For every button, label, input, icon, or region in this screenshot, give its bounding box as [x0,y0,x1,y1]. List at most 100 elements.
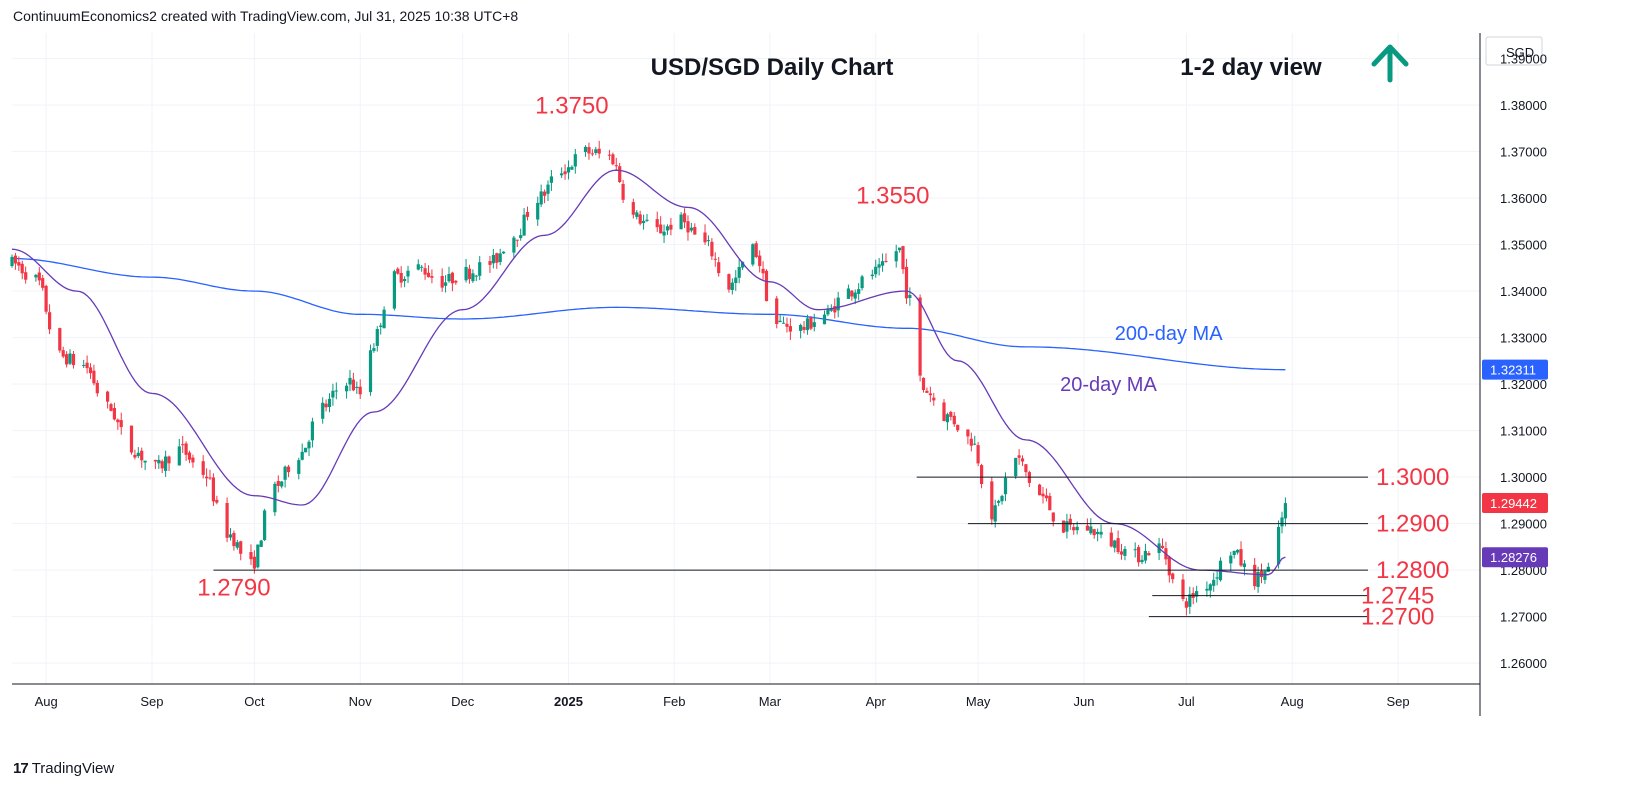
candle-body [273,483,277,513]
candle-body [635,212,639,217]
candle-body [1167,556,1171,576]
arrow-head [1371,44,1409,67]
candle-body [560,173,564,176]
candle-body [280,481,284,487]
candle-body [44,285,48,312]
candle-body [519,235,523,239]
candle-body [689,227,693,231]
candle-body [1038,484,1042,496]
y-tick-label: 1.31000 [1500,424,1547,439]
candle-body [717,262,721,274]
x-tick-label: Sep [1386,694,1409,709]
candle-body [761,268,765,274]
x-tick-label: Jul [1178,694,1195,709]
candle-body [399,273,403,283]
level-label: 1.2745 [1361,583,1434,610]
y-tick-label: 1.37000 [1500,145,1547,160]
candle-body [1051,512,1055,522]
candle-body [440,276,444,288]
candle-body [904,266,909,299]
candle-body [857,289,861,294]
x-tick-label: 2025 [554,694,583,709]
x-tick-label: Aug [1281,694,1304,709]
candle-body [112,408,116,420]
candle-body [372,348,376,351]
candle-body [184,443,188,455]
candle-body [467,268,472,280]
candle-body [249,552,253,560]
ma20-label: 20-day MA [1060,374,1157,396]
candle-body [956,424,960,431]
candle-body [140,450,144,461]
candle-body [1208,584,1212,591]
candle-body [41,278,45,288]
candle-body [549,176,553,183]
candles [10,140,1287,616]
candle-body [778,320,782,323]
candle-body [498,253,502,262]
candle-body [775,298,779,324]
candle-body [116,419,120,423]
level-label: 1.2900 [1376,511,1449,538]
candle-body [491,254,495,264]
candle-body [1229,555,1233,564]
candle-body [37,272,41,281]
chart-title: USD/SGD Daily Chart [651,54,894,81]
candle-body [167,456,171,464]
candle-body [587,147,591,154]
candle-body [928,393,932,396]
candle-body [659,224,663,234]
tradingview-brand[interactable]: 17 TradingView [13,760,114,777]
candle-body [1048,495,1052,511]
candle-body [426,272,431,278]
candle-body [345,385,349,392]
candle-body [300,451,304,460]
candle-body [570,166,574,170]
candle-body [324,403,328,408]
candle-body [1188,594,1192,607]
candle-body [853,292,857,299]
candle-body [65,354,69,365]
candle-body [1085,525,1089,531]
candle-body [208,477,212,479]
candle-body [1283,503,1287,519]
candle-body [225,503,229,538]
candle-body [355,386,359,388]
x-tick-label: Sep [140,694,163,709]
ma200-series [11,257,1286,371]
y-tick-label: 1.26000 [1500,656,1547,671]
candle-body [898,247,902,251]
candle-body [1256,572,1260,587]
candle-body [1113,540,1117,548]
candle-body [24,272,28,280]
candle-body [1061,520,1066,533]
price-badge-label: 1.32311 [1490,363,1536,378]
candle-body [799,325,803,331]
candle-body [973,443,977,445]
candle-body [597,148,601,154]
candle-body [546,184,550,194]
candle-body [993,505,997,522]
candle-body [396,268,400,274]
candle-body [478,262,482,276]
candle-body [464,267,468,281]
candle-body [802,326,806,330]
candle-body [945,414,949,423]
candle-body [157,459,161,464]
candle-body [734,277,738,283]
annotations: 1.3750 1.3550 1.2790 200-day MA 20-day MA [197,92,1223,601]
candle-body [583,146,588,153]
candle-body [751,244,755,265]
candle-body [536,202,540,220]
candle-body [1000,495,1004,502]
candle-body [88,367,93,374]
candle-body [942,402,946,421]
candle-body [187,452,192,460]
candle-body [976,445,980,464]
candle-body [307,441,311,449]
candle-body [642,220,646,224]
candle-body [471,273,475,282]
candle-body [921,377,926,390]
y-tick-label: 1.27000 [1500,610,1547,625]
